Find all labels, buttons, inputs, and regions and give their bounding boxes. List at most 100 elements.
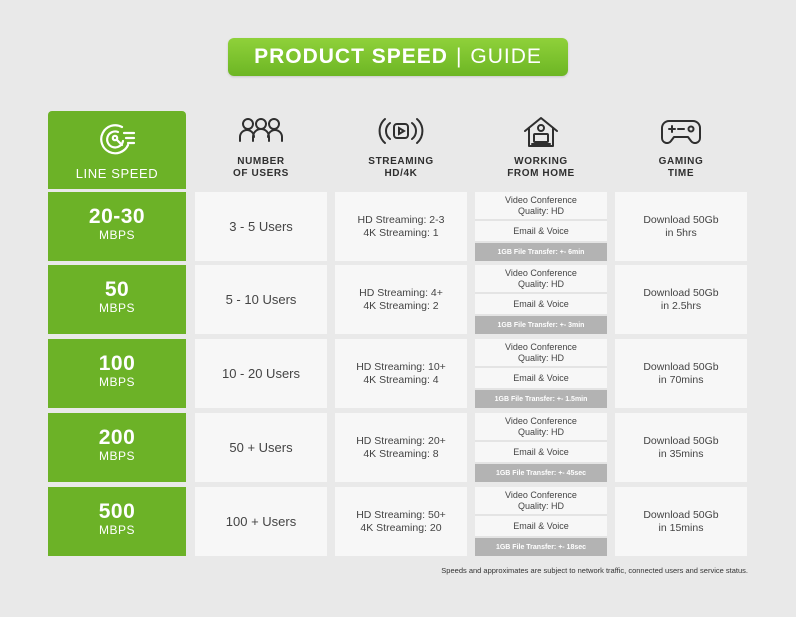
hd-streaming: HD Streaming: 2-3 <box>357 213 445 226</box>
column-gaming-line1: GAMING <box>658 156 704 167</box>
streaming-cell: HD Streaming: 50+ 4K Streaming: 20 <box>335 487 467 556</box>
video-conference: Video Conference Quality: HD <box>475 487 607 514</box>
video-conference: Video Conference Quality: HD <box>475 265 607 292</box>
hd-streaming: HD Streaming: 4+ <box>359 286 443 299</box>
video-conference: Video Conference Quality: HD <box>475 192 607 219</box>
speed-value: 20-30 <box>88 205 146 228</box>
title-separator: | <box>455 45 463 68</box>
speed-cell: 100 MBPS <box>48 339 186 408</box>
wfh-cell: Video Conference Quality: HD Email & Voic… <box>475 339 607 408</box>
gaming-cell: Download 50Gb in 5hrs <box>615 192 747 261</box>
gaming-line1: Download 50Gb <box>643 360 719 373</box>
gaming-line2: in 15mins <box>658 521 704 534</box>
column-streaming-line2: HD/4K <box>384 168 418 179</box>
speed-unit: MBPS <box>98 301 135 315</box>
users-cell: 3 - 5 Users <box>195 192 327 261</box>
line-speed-label: LINE SPEED <box>75 166 159 181</box>
gaming-cell: Download 50Gb in 70mins <box>615 339 747 408</box>
column-header-users: NUMBER OF USERS <box>195 111 327 189</box>
wfh-cell: Video Conference Quality: HD Email & Voic… <box>475 413 607 482</box>
vc-line1: Video Conference <box>505 268 577 278</box>
speed-value: 200 <box>98 426 136 449</box>
video-conference: Video Conference Quality: HD <box>475 413 607 440</box>
email-voice: Email & Voice <box>475 516 607 536</box>
column-users-line2: OF USERS <box>233 168 289 179</box>
line-speed-header: LINE SPEED <box>48 111 186 189</box>
4k-streaming: 4K Streaming: 8 <box>363 447 439 460</box>
speed-unit: MBPS <box>98 228 135 242</box>
footnote: Speeds and approximates are subject to n… <box>441 566 748 575</box>
speed-unit: MBPS <box>98 449 135 463</box>
4k-streaming: 4K Streaming: 20 <box>360 521 442 534</box>
gaming-cell: Download 50Gb in 15mins <box>615 487 747 556</box>
users-cell: 5 - 10 Users <box>195 265 327 334</box>
streaming-icon <box>378 115 424 152</box>
column-header-wfh: WORKING FROM HOME <box>475 111 607 189</box>
vc-line2: Quality: HD <box>517 426 564 437</box>
email-voice: Email & Voice <box>475 368 607 388</box>
hd-streaming: HD Streaming: 20+ <box>356 434 446 447</box>
title-light: GUIDE <box>470 45 542 68</box>
vc-line1: Video Conference <box>505 195 577 205</box>
column-users-line1: NUMBER <box>237 156 285 167</box>
streaming-cell: HD Streaming: 2-3 4K Streaming: 1 <box>335 192 467 261</box>
file-transfer: 1GB File Transfer: +- 18sec <box>475 538 607 556</box>
speed-cell: 200 MBPS <box>48 413 186 482</box>
users-cell: 100 + Users <box>195 487 327 556</box>
column-streaming-line1: STREAMING <box>368 156 434 167</box>
streaming-cell: HD Streaming: 4+ 4K Streaming: 2 <box>335 265 467 334</box>
email-voice: Email & Voice <box>475 221 607 241</box>
email-voice: Email & Voice <box>475 294 607 314</box>
gaming-line2: in 35mins <box>658 447 704 460</box>
gaming-line1: Download 50Gb <box>643 286 719 299</box>
gaming-line1: Download 50Gb <box>643 213 719 226</box>
gaming-line2: in 2.5hrs <box>660 299 702 312</box>
gamepad-icon <box>660 115 702 152</box>
users-icon <box>238 115 284 152</box>
wfh-cell: Video Conference Quality: HD Email & Voic… <box>475 487 607 556</box>
column-gaming-line2: TIME <box>667 168 695 179</box>
speed-unit: MBPS <box>98 523 135 537</box>
wfh-cell: Video Conference Quality: HD Email & Voic… <box>475 265 607 334</box>
hd-streaming: HD Streaming: 50+ <box>356 508 446 521</box>
speed-cell: 20-30 MBPS <box>48 192 186 261</box>
gaming-cell: Download 50Gb in 35mins <box>615 413 747 482</box>
users-cell: 10 - 20 Users <box>195 339 327 408</box>
vc-line2: Quality: HD <box>517 500 564 511</box>
4k-streaming: 4K Streaming: 2 <box>363 299 439 312</box>
speed-cell: 500 MBPS <box>48 487 186 556</box>
users-cell: 50 + Users <box>195 413 327 482</box>
hd-streaming: HD Streaming: 10+ <box>356 360 446 373</box>
speed-cell: 50 MBPS <box>48 265 186 334</box>
4k-streaming: 4K Streaming: 1 <box>363 226 439 239</box>
vc-line2: Quality: HD <box>517 278 564 289</box>
wfh-cell: Video Conference Quality: HD Email & Voic… <box>475 192 607 261</box>
file-transfer: 1GB File Transfer: +- 1.5min <box>475 390 607 408</box>
home-laptop-icon <box>521 115 561 154</box>
vc-line1: Video Conference <box>505 490 577 500</box>
column-header-streaming: STREAMING HD/4K <box>335 111 467 189</box>
streaming-cell: HD Streaming: 20+ 4K Streaming: 8 <box>335 413 467 482</box>
vc-line2: Quality: HD <box>517 352 564 363</box>
speed-value: 100 <box>98 352 136 375</box>
vc-line2: Quality: HD <box>517 205 564 216</box>
streaming-cell: HD Streaming: 10+ 4K Streaming: 4 <box>335 339 467 408</box>
gaming-line1: Download 50Gb <box>643 434 719 447</box>
speed-value: 50 <box>104 278 130 301</box>
vc-line1: Video Conference <box>505 342 577 352</box>
file-transfer: 1GB File Transfer: +- 6min <box>475 243 607 261</box>
gaming-line2: in 70mins <box>658 373 704 386</box>
email-voice: Email & Voice <box>475 442 607 462</box>
speedometer-icon <box>98 121 136 164</box>
column-header-gaming: GAMING TIME <box>615 111 747 189</box>
vc-line1: Video Conference <box>505 416 577 426</box>
speed-unit: MBPS <box>98 375 135 389</box>
gaming-line1: Download 50Gb <box>643 508 719 521</box>
gaming-cell: Download 50Gb in 2.5hrs <box>615 265 747 334</box>
page-title: PRODUCT SPEED | GUIDE <box>228 38 568 76</box>
file-transfer: 1GB File Transfer: +- 45sec <box>475 464 607 482</box>
gaming-line2: in 5hrs <box>665 226 697 239</box>
4k-streaming: 4K Streaming: 4 <box>363 373 439 386</box>
title-bold: PRODUCT SPEED <box>254 45 448 68</box>
column-wfh-line1: WORKING <box>514 156 568 167</box>
